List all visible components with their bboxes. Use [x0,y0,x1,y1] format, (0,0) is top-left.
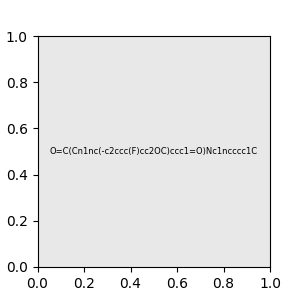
Text: O=C(Cn1nc(-c2ccc(F)cc2OC)ccc1=O)Nc1ncccc1C: O=C(Cn1nc(-c2ccc(F)cc2OC)ccc1=O)Nc1ncccc… [50,147,258,156]
